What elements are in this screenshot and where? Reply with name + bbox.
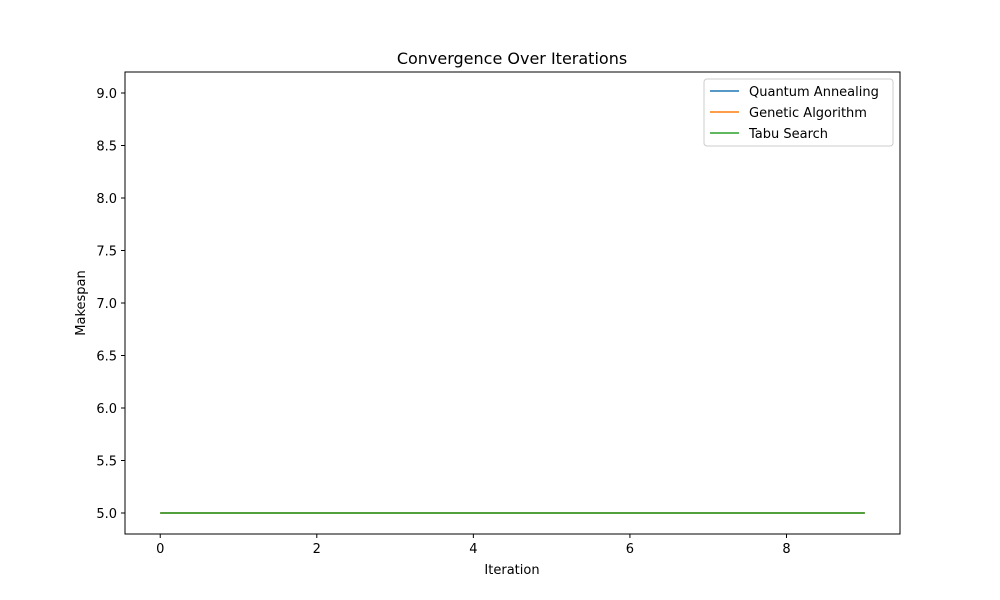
y-axis-ticks: 5.0 5.5 6.0 6.5 7.0 7.5 8.0 8.5 9.0: [96, 87, 125, 522]
legend-label-tabu-search: Tabu Search: [748, 127, 828, 142]
y-tick-label: 5.0: [96, 507, 117, 522]
y-tick-label: 7.5: [96, 245, 117, 260]
y-tick-label: 8.5: [96, 140, 117, 155]
legend-label-quantum-annealing: Quantum Annealing: [749, 85, 879, 100]
x-axis-ticks: 0 2 4 6 8: [156, 534, 791, 557]
legend: Quantum Annealing Genetic Algorithm Tabu S…: [703, 78, 894, 147]
legend-label-genetic-algorithm: Genetic Algorithm: [749, 106, 867, 121]
x-axis-title: Iteration: [484, 563, 539, 578]
y-axis-title: Makespan: [74, 270, 89, 335]
y-tick-label: 8.0: [96, 192, 117, 207]
y-tick-label: 5.5: [96, 455, 117, 470]
legend-entries: Quantum Annealing Genetic Algorithm Tabu S…: [710, 85, 879, 142]
x-tick-label: 4: [469, 542, 477, 557]
y-tick-label: 6.5: [96, 350, 117, 365]
x-tick-label: 6: [626, 542, 634, 557]
x-tick-label: 2: [313, 542, 321, 557]
chart-title: Convergence Over Iterations: [397, 49, 627, 68]
x-tick-label: 0: [156, 542, 164, 557]
y-tick-label: 7.0: [96, 297, 117, 312]
y-tick-label: 6.0: [96, 402, 117, 417]
legend-box: [703, 78, 894, 147]
y-tick-label: 9.0: [96, 87, 117, 102]
x-tick-label: 8: [782, 542, 790, 557]
